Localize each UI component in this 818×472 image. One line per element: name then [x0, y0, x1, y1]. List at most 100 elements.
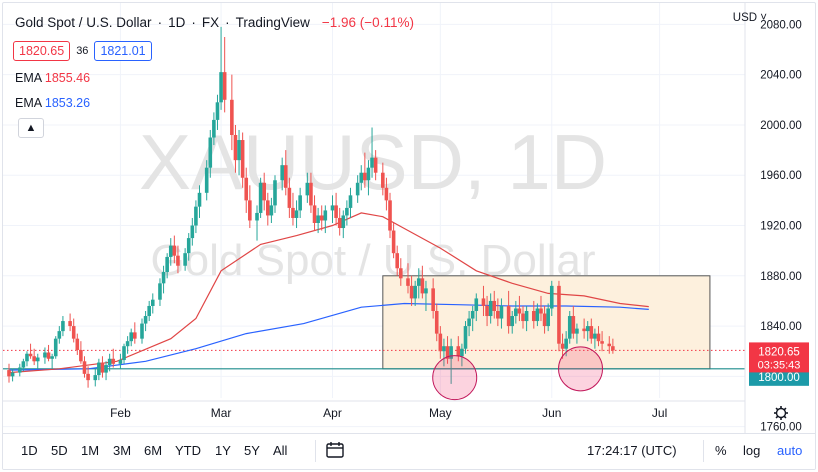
- price-tick-label: 1960.00: [760, 170, 802, 182]
- candle: [539, 295, 543, 322]
- candle: [517, 295, 522, 322]
- candle: [133, 322, 137, 344]
- candle-body: [531, 311, 536, 322]
- candle-body: [82, 361, 87, 374]
- candle: [305, 172, 310, 203]
- candle: [176, 245, 180, 274]
- candle: [521, 305, 525, 329]
- settings-gear-icon[interactable]: [774, 406, 788, 420]
- log-scale-button[interactable]: log: [743, 443, 761, 458]
- candle-body: [287, 187, 292, 208]
- candle-body: [488, 300, 493, 317]
- price-chart[interactable]: XAUUSD, 1D Gold Spot / U.S. Dollar 2080.…: [3, 3, 816, 433]
- candle-body: [219, 72, 223, 103]
- date-range-icon[interactable]: [325, 440, 345, 465]
- symbol-header[interactable]: Gold Spot / U.S. Dollar · 1D · FX · Trad…: [15, 15, 414, 30]
- candle-body: [366, 167, 371, 181]
- candle-body: [147, 305, 151, 317]
- candle: [542, 305, 547, 334]
- currency-label: USD: [732, 12, 758, 24]
- candle-body: [564, 338, 568, 349]
- candle: [463, 321, 468, 354]
- timeframe-button-5y[interactable]: 5Y: [244, 443, 260, 458]
- utc-clock[interactable]: 17:24:17 (UTC): [587, 443, 677, 458]
- candle-body: [557, 285, 561, 344]
- candle-body: [168, 245, 173, 257]
- candle: [359, 165, 364, 191]
- timeframe-button-5d[interactable]: 5D: [51, 443, 68, 458]
- auto-scale-button[interactable]: auto: [777, 443, 803, 458]
- time-tick-label: May: [429, 406, 452, 420]
- timeframe-button-1d[interactable]: 1D: [21, 443, 38, 458]
- candle-body: [348, 195, 353, 208]
- candle: [269, 197, 274, 223]
- candle: [258, 177, 263, 218]
- timeframe-button-all[interactable]: All: [273, 443, 288, 458]
- candle-body: [294, 210, 299, 218]
- candle-body: [535, 308, 540, 322]
- candle-body: [424, 288, 428, 294]
- time-axis[interactable]: Feb Mar Apr May Jun Jul: [3, 400, 788, 420]
- candle: [107, 353, 112, 372]
- candle: [75, 333, 80, 355]
- symbol-name[interactable]: Gold Spot / U.S. Dollar: [15, 15, 152, 30]
- candle-body: [291, 207, 295, 218]
- candle-body: [97, 362, 101, 376]
- candle-body: [445, 346, 450, 359]
- timeframe-button-1m[interactable]: 1M: [81, 443, 100, 458]
- candle: [230, 74, 234, 151]
- interval-label[interactable]: 1D: [168, 15, 186, 30]
- candle: [330, 195, 335, 223]
- candle-body: [158, 283, 162, 300]
- candle: [431, 278, 435, 319]
- support-test-circle: [558, 346, 604, 392]
- candle: [406, 263, 410, 294]
- candle: [510, 311, 515, 334]
- currency-selector[interactable]: USD ˅: [733, 12, 767, 24]
- candle-body: [593, 333, 597, 339]
- candle: [140, 318, 144, 344]
- buy-price-button[interactable]: 1821.01: [94, 41, 152, 61]
- sell-price-button[interactable]: 1820.65: [13, 41, 71, 61]
- candle-body: [546, 308, 550, 327]
- candle-body: [381, 172, 385, 188]
- ema-legend-1[interactable]: EMA 1855.46: [15, 71, 90, 85]
- collapse-legend-button[interactable]: ▲: [18, 118, 44, 138]
- candle: [373, 150, 378, 181]
- candle: [233, 124, 238, 173]
- candle: [168, 238, 173, 266]
- timeframe-button-3m[interactable]: 3M: [113, 443, 132, 458]
- candle-body: [542, 313, 547, 327]
- percent-scale-button[interactable]: %: [715, 443, 727, 458]
- candle-body: [517, 308, 522, 314]
- candle-body: [190, 225, 195, 239]
- price-tick-label: 1880.00: [760, 271, 802, 283]
- candle-body: [567, 316, 572, 339]
- candle-body: [107, 358, 112, 366]
- price-axis[interactable]: 2080.00 2040.00 2000.00 1960.00 1920.00 1880.…: [744, 3, 809, 433]
- candle: [79, 341, 83, 364]
- candle: [197, 185, 202, 218]
- candle-body: [222, 72, 227, 100]
- candle-body: [391, 230, 396, 254]
- candle-body: [438, 333, 443, 352]
- candle: [219, 26, 223, 110]
- timeframe-button-ytd[interactable]: YTD: [175, 443, 201, 458]
- candle: [600, 331, 604, 352]
- candle: [57, 326, 62, 344]
- candle: [208, 129, 213, 178]
- candle-body: [319, 215, 324, 221]
- candle-body: [337, 217, 342, 229]
- timeframe-button-6m[interactable]: 6M: [144, 443, 163, 458]
- candle-body: [571, 316, 576, 334]
- candle-body: [122, 346, 126, 361]
- candle: [17, 363, 22, 377]
- spread-value: 36: [76, 45, 89, 57]
- ema-legend-2[interactable]: EMA 1853.26: [15, 96, 90, 110]
- candle: [381, 162, 385, 196]
- candle-body: [7, 370, 11, 377]
- timeframe-button-1y[interactable]: 1Y: [215, 443, 231, 458]
- price-tick-label: 1760.00: [760, 422, 802, 433]
- candle-body: [68, 321, 72, 327]
- candle-body: [28, 353, 33, 357]
